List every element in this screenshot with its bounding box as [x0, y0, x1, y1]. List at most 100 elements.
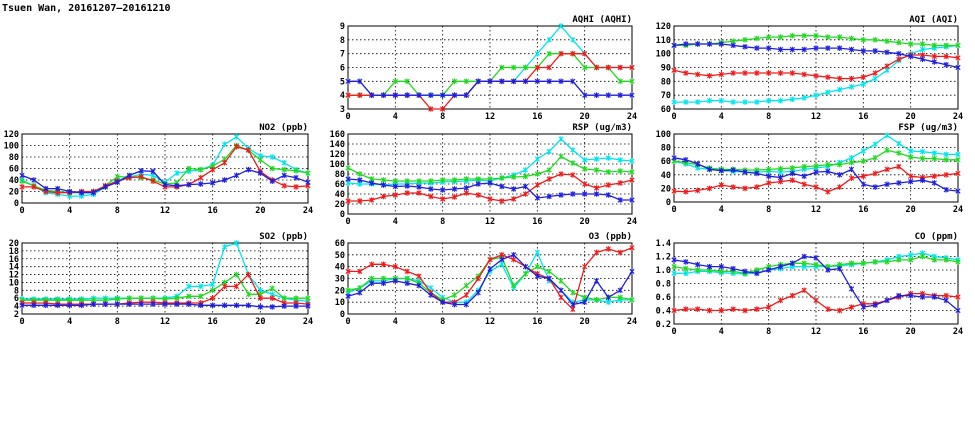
x-tick-label: 16 — [532, 317, 542, 327]
data-point — [114, 179, 120, 186]
data-point — [380, 280, 387, 287]
data-point — [428, 106, 434, 112]
data-point — [451, 78, 458, 85]
y-tick-label: 14 — [9, 263, 19, 273]
data-point — [629, 158, 635, 164]
x-tick-label: 4 — [719, 205, 724, 215]
data-point — [511, 64, 517, 71]
y-tick-label: 0 — [340, 210, 345, 220]
data-point — [848, 75, 855, 82]
data-point — [198, 293, 204, 300]
data-point — [499, 261, 505, 268]
data-point — [281, 159, 287, 166]
data-point — [825, 74, 831, 80]
data-point — [78, 302, 85, 309]
data-point — [19, 178, 25, 184]
x-tick-label: 0 — [671, 112, 676, 122]
y-tick-label: 100 — [656, 130, 671, 140]
data-point — [463, 190, 469, 196]
data-point — [884, 297, 890, 304]
data-point — [896, 150, 902, 156]
data-point — [706, 185, 713, 192]
data-point — [706, 97, 713, 104]
data-point — [475, 192, 481, 198]
data-point — [245, 147, 252, 153]
data-point — [872, 37, 878, 43]
y-tick-label: 70 — [661, 91, 671, 101]
data-point — [789, 165, 795, 171]
data-point — [233, 143, 240, 150]
data-point — [210, 287, 216, 294]
data-point — [221, 283, 228, 290]
data-point — [174, 170, 180, 176]
data-point — [43, 185, 49, 192]
chart-title: FSP (ug/m3) — [898, 123, 958, 133]
data-point — [475, 275, 481, 282]
y-tick-label: 60 — [335, 180, 345, 190]
data-point — [848, 175, 855, 181]
data-point — [511, 78, 517, 85]
data-point — [31, 184, 37, 190]
data-point — [451, 292, 458, 298]
y-tick-label: 60 — [335, 239, 345, 249]
data-point — [908, 41, 914, 47]
data-point — [837, 75, 843, 82]
data-point — [210, 281, 216, 288]
data-point — [848, 166, 855, 173]
data-point — [718, 182, 724, 188]
x-tick-label: 0 — [671, 327, 676, 337]
data-point — [440, 187, 446, 193]
data-point — [558, 294, 564, 301]
data-point — [860, 304, 866, 310]
data-point — [730, 265, 736, 272]
data-point — [617, 78, 623, 85]
data-point — [754, 306, 760, 312]
data-point — [593, 156, 600, 162]
data-point — [440, 106, 446, 112]
x-tick-label: 0 — [345, 217, 350, 227]
data-point — [392, 263, 398, 270]
data-point — [605, 294, 611, 301]
data-point — [884, 38, 890, 45]
data-point — [955, 42, 961, 49]
series-blue — [345, 176, 635, 203]
data-point — [931, 180, 937, 186]
data-point — [404, 275, 410, 282]
y-tick-label: 0.2 — [656, 320, 671, 330]
data-point — [742, 70, 748, 76]
x-tick-label: 24 — [627, 112, 637, 122]
data-point — [896, 163, 902, 170]
data-point — [671, 188, 677, 194]
data-point — [671, 67, 677, 74]
data-point — [801, 260, 807, 267]
x-tick-label: 24 — [627, 317, 637, 327]
data-point — [380, 182, 387, 188]
x-tick-label: 0 — [345, 317, 350, 327]
x-tick-label: 20 — [906, 205, 916, 215]
data-point — [742, 99, 748, 105]
y-tick-label: 120 — [4, 130, 19, 140]
data-point — [570, 37, 576, 43]
data-point — [511, 282, 517, 289]
data-point — [825, 189, 831, 195]
y-tick-label: 5 — [340, 77, 345, 87]
data-point — [522, 183, 529, 190]
data-point — [896, 292, 902, 299]
data-point — [884, 49, 890, 56]
series-green — [19, 271, 311, 303]
series-blue — [671, 253, 961, 314]
data-point — [357, 285, 363, 291]
data-point — [558, 153, 564, 160]
data-point — [766, 34, 772, 40]
chart-title: AQHI (AQHI) — [572, 15, 632, 25]
x-tick-label: 4 — [393, 317, 398, 327]
data-point — [162, 181, 168, 188]
data-point — [789, 70, 795, 76]
data-point — [706, 166, 713, 173]
data-point — [534, 171, 540, 177]
data-point — [245, 166, 252, 173]
data-point — [463, 176, 469, 182]
data-point — [777, 297, 784, 304]
x-tick-label: 24 — [303, 317, 313, 327]
